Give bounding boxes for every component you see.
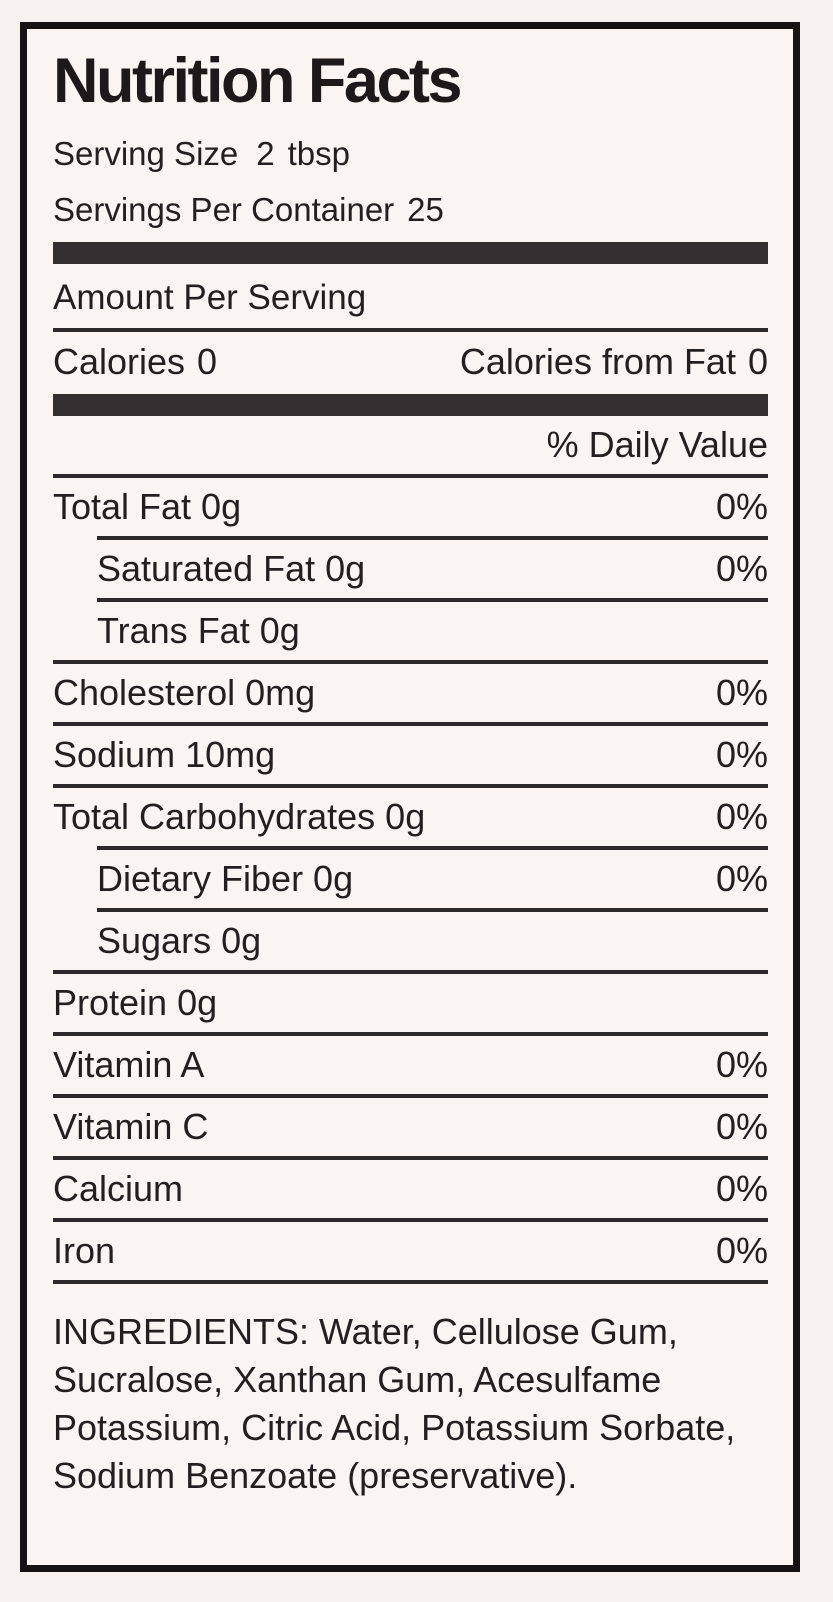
nutrient-row-dietary-fiber: Dietary Fiber 0g 0% [53,850,768,908]
nutrient-daily-value: 0% [715,1106,768,1147]
nutrient-row-trans-fat: Trans Fat 0g [53,602,768,660]
calories-pair: Calories 0 [53,340,217,384]
calories-row: Calories 0 Calories from Fat 0 [53,332,768,394]
calories-from-fat-pair: Calories from Fat 0 [460,340,768,384]
nutrient-daily-value: 0% [715,734,768,775]
row-divider [97,908,768,912]
row-divider [53,660,768,664]
servings-per-container-value: 25 [407,191,444,228]
nutrient-daily-value: 0% [715,858,768,899]
nutrient-label: Vitamin A [53,1044,205,1085]
nutrient-row-saturated-fat: Saturated Fat 0g 0% [53,540,768,598]
nutrient-label: Protein 0g [53,982,218,1023]
nutrient-label: Iron [53,1230,116,1271]
nutrient-label: Dietary Fiber 0g [97,858,354,899]
amount-per-serving-label: Amount Per Serving [53,264,768,332]
row-divider [53,722,768,726]
nutrient-daily-value: 0% [715,1230,768,1271]
row-divider [97,598,768,602]
serving-size-unit: tbsp [287,135,350,172]
daily-value-header: % Daily Value [53,416,768,478]
calories-from-fat-label: Calories from Fat [459,341,736,382]
nutrient-row-cholesterol: Cholesterol 0mg 0% [53,664,768,722]
calories-value: 0 [197,341,218,382]
nutrient-daily-value: 0% [715,1168,768,1209]
nutrient-row-total-carbohydrates: Total Carbohydrates 0g 0% [53,788,768,846]
nutrient-label: Sodium 10mg [53,734,276,775]
row-divider [53,1094,768,1098]
row-divider [53,1032,768,1036]
nutrition-facts-title: Nutrition Facts [53,46,463,116]
row-divider [53,970,768,974]
thick-divider-bar-top [53,242,768,264]
nutrient-row-protein: Protein 0g [53,974,768,1032]
nutrient-label: Trans Fat 0g [97,610,300,651]
row-divider [53,1156,768,1160]
serving-size-row: Serving Size 2 tbsp [53,132,768,176]
servings-per-container-row: Servings Per Container 25 [53,188,768,232]
calories-label: Calories [53,341,186,382]
nutrient-label: Total Fat 0g [53,486,242,527]
nutrient-label: Vitamin C [53,1106,209,1147]
nutrient-row-vitamin-c: Vitamin C 0% [53,1098,768,1156]
nutrient-row-sugars: Sugars 0g [53,912,768,970]
nutrient-daily-value: 0% [715,548,768,589]
servings-per-container-label: Servings Per Container [53,191,395,228]
nutrition-facts-label: Nutrition Facts Serving Size 2 tbsp Serv… [20,22,800,1572]
nutrient-daily-value: 0% [715,796,768,837]
serving-size-label: Serving Size [53,135,239,172]
row-divider [53,784,768,788]
calories-from-fat-value: 0 [747,341,768,382]
row-divider [97,536,768,540]
nutrient-label: Cholesterol 0mg [53,672,316,713]
nutrient-row-iron: Iron 0% [53,1222,768,1280]
row-divider [53,1280,768,1284]
nutrient-row-total-fat: Total Fat 0g 0% [53,478,768,536]
nutrient-row-calcium: Calcium 0% [53,1160,768,1218]
row-divider [97,846,768,850]
nutrient-daily-value: 0% [715,1044,768,1085]
nutrient-row-vitamin-a: Vitamin A 0% [53,1036,768,1094]
ingredients-text: INGREDIENTS: Water, Cellulose Gum, Sucra… [53,1311,736,1496]
nutrient-row-sodium: Sodium 10mg 0% [53,726,768,784]
thick-divider-bar-middle [53,394,768,416]
nutrient-daily-value: 0% [715,486,768,527]
row-divider [53,1218,768,1222]
nutrient-label: Sugars 0g [97,920,262,961]
nutrient-daily-value: 0% [715,672,768,713]
serving-size-value: 2 [256,135,275,172]
nutrient-label: Saturated Fat 0g [97,548,366,589]
nutrient-label: Calcium [53,1168,184,1209]
nutrient-label: Total Carbohydrates 0g [53,796,426,837]
